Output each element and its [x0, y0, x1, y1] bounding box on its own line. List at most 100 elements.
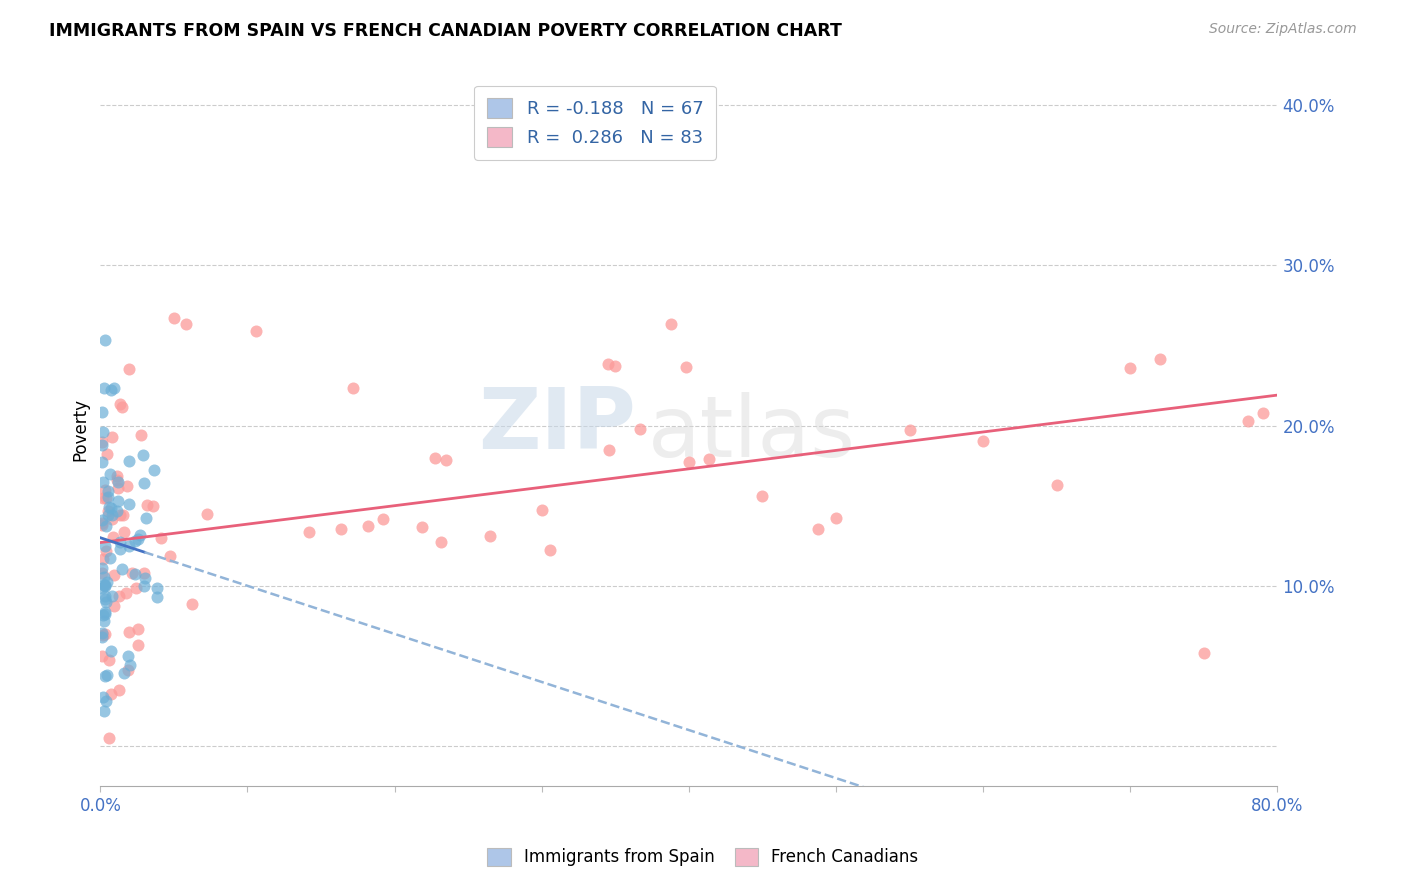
- Point: [94, 491, 117, 505]
- Point: [114, 586, 136, 600]
- Point: [118, 539, 141, 553]
- Point: [90, 630, 112, 644]
- Point: [91, 516, 114, 530]
- Point: [96, 668, 118, 682]
- Point: [146, 581, 169, 595]
- Point: [112, 665, 135, 680]
- Point: [124, 566, 146, 581]
- Point: [117, 648, 139, 663]
- Point: [118, 497, 141, 511]
- Point: [91, 690, 114, 704]
- Point: [146, 590, 169, 604]
- Point: [530, 503, 553, 517]
- Point: [100, 643, 122, 657]
- Point: [143, 463, 166, 477]
- Point: [94, 605, 117, 619]
- Point: [90, 561, 112, 575]
- Point: [479, 528, 502, 542]
- Point: [112, 525, 135, 540]
- Point: [97, 652, 120, 666]
- Point: [93, 591, 115, 606]
- Point: [127, 638, 149, 652]
- Point: [329, 522, 352, 536]
- Point: [149, 531, 172, 545]
- Point: [101, 508, 124, 523]
- Point: [107, 493, 129, 508]
- Point: [898, 423, 921, 437]
- Point: [93, 491, 115, 506]
- Point: [94, 539, 117, 553]
- Y-axis label: Poverty: Poverty: [72, 398, 89, 461]
- Point: [298, 525, 321, 540]
- Point: [598, 442, 620, 457]
- Point: [1119, 360, 1142, 375]
- Point: [100, 430, 122, 444]
- Point: [93, 627, 115, 641]
- Point: [94, 607, 117, 621]
- Point: [807, 522, 830, 536]
- Point: [132, 566, 155, 580]
- Point: [96, 518, 118, 533]
- Point: [100, 501, 122, 516]
- Point: [91, 475, 114, 490]
- Point: [115, 479, 138, 493]
- Point: [127, 532, 149, 546]
- Point: [100, 383, 122, 397]
- Point: [94, 544, 117, 558]
- Point: [1046, 478, 1069, 492]
- Point: [342, 381, 364, 395]
- Point: [1237, 414, 1260, 428]
- Point: [628, 422, 651, 436]
- Point: [90, 566, 112, 581]
- Point: [97, 500, 120, 515]
- Point: [174, 317, 197, 331]
- Point: [100, 551, 122, 566]
- Point: [129, 527, 152, 541]
- Legend: R = -0.188   N = 67, R =  0.286   N = 83: R = -0.188 N = 67, R = 0.286 N = 83: [474, 86, 716, 160]
- Point: [195, 508, 218, 522]
- Point: [134, 579, 156, 593]
- Point: [94, 579, 117, 593]
- Point: [245, 324, 267, 338]
- Point: [135, 511, 157, 525]
- Point: [127, 622, 149, 636]
- Point: [159, 549, 181, 563]
- Point: [107, 481, 129, 495]
- Legend: Immigrants from Spain, French Canadians: Immigrants from Spain, French Canadians: [481, 841, 925, 873]
- Point: [90, 438, 112, 452]
- Point: [105, 468, 128, 483]
- Point: [972, 434, 994, 449]
- Point: [91, 513, 114, 527]
- Point: [118, 454, 141, 468]
- Text: Source: ZipAtlas.com: Source: ZipAtlas.com: [1209, 22, 1357, 37]
- Text: IMMIGRANTS FROM SPAIN VS FRENCH CANADIAN POVERTY CORRELATION CHART: IMMIGRANTS FROM SPAIN VS FRENCH CANADIAN…: [49, 22, 842, 40]
- Point: [105, 504, 128, 518]
- Point: [659, 317, 682, 331]
- Point: [94, 669, 117, 683]
- Point: [423, 451, 446, 466]
- Point: [94, 577, 117, 591]
- Point: [94, 694, 117, 708]
- Point: [103, 530, 125, 544]
- Point: [103, 381, 125, 395]
- Point: [94, 333, 117, 347]
- Point: [118, 624, 141, 639]
- Point: [96, 574, 118, 589]
- Point: [94, 590, 117, 604]
- Point: [98, 731, 121, 745]
- Point: [110, 396, 132, 410]
- Point: [132, 475, 155, 490]
- Point: [134, 571, 156, 585]
- Point: [678, 455, 700, 469]
- Point: [91, 551, 114, 566]
- Point: [93, 381, 115, 395]
- Point: [111, 562, 134, 576]
- Point: [825, 511, 848, 525]
- Point: [103, 599, 125, 613]
- Point: [598, 358, 620, 372]
- Point: [1251, 406, 1274, 420]
- Point: [371, 511, 394, 525]
- Point: [93, 626, 115, 640]
- Point: [108, 535, 131, 549]
- Text: atlas: atlas: [648, 392, 856, 475]
